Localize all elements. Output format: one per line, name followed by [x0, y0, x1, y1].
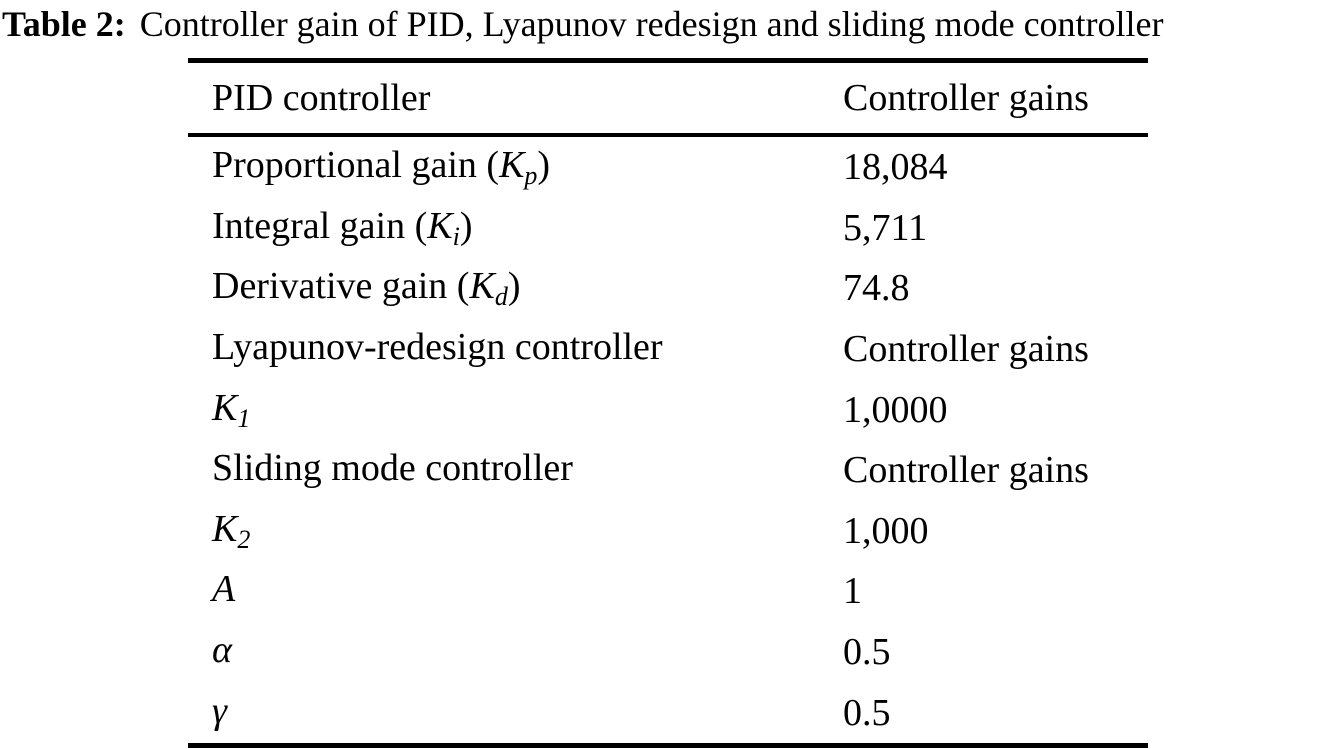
controller-gains-table: PID controller Controller gains Proporti…	[188, 58, 1148, 748]
row-label-suffix: )	[537, 144, 551, 187]
row-math-symbol: α	[212, 629, 232, 672]
row-value: Controller gains	[843, 328, 1089, 371]
table-row: Integral gain (Ki) 5,711	[188, 198, 1148, 259]
row-label: α	[188, 628, 843, 676]
table-caption: Table 2: Controller gain of PID, Lyapunov…	[2, 1, 1336, 47]
table-top-rule	[188, 58, 1148, 63]
row-label-text: Sliding mode controller	[212, 447, 573, 490]
row-label: Proportional gain (Kp)	[188, 143, 843, 191]
table-row: Lyapunov-redesign controller Controller …	[188, 319, 1148, 380]
table-row: K1 1,0000	[188, 379, 1148, 440]
row-label-text: Derivative gain (	[212, 265, 470, 308]
row-value: 0.5	[843, 631, 891, 674]
table-header-rule	[188, 133, 1148, 137]
row-math-symbol: K	[212, 507, 238, 550]
table-bottom-rule	[188, 743, 1148, 748]
row-math-symbol: A	[212, 568, 236, 611]
table-body: Proportional gain (Kp) 18,084 Integral g…	[188, 137, 1148, 743]
table-caption-text: Controller gain of PID, Lyapunov redesig…	[139, 4, 1164, 44]
row-math-subscript: p	[524, 161, 538, 191]
row-math-subscript: d	[494, 282, 508, 312]
row-label-text: Integral gain (	[212, 204, 428, 247]
row-label-text: Proportional gain (	[212, 144, 500, 187]
row-label: Derivative gain (Kd)	[188, 264, 843, 312]
row-value: 1,000	[843, 509, 929, 552]
row-math-subscript: 1	[237, 403, 251, 433]
row-label-text: Lyapunov-redesign controller	[212, 326, 663, 369]
row-label: γ	[188, 689, 843, 737]
row-value: 1	[843, 570, 862, 613]
row-math-subscript: i	[452, 221, 460, 251]
table-row: γ 0.5	[188, 682, 1148, 743]
table-row: Derivative gain (Kd) 74.8	[188, 258, 1148, 319]
table-row: α 0.5	[188, 622, 1148, 683]
table-caption-label: Table 2:	[2, 4, 126, 44]
row-value: 18,084	[843, 146, 948, 189]
row-label-suffix: )	[459, 204, 473, 247]
row-label: K2	[188, 507, 843, 555]
row-value: 5,711	[843, 206, 928, 249]
row-value: 1,0000	[843, 388, 948, 431]
row-label: K1	[188, 386, 843, 434]
row-math-symbol: K	[499, 144, 525, 187]
table-row: Sliding mode controller Controller gains	[188, 440, 1148, 501]
column-header-pid-controller: PID controller	[212, 77, 431, 119]
row-math-subscript: 2	[237, 524, 251, 554]
row-label: A	[188, 567, 843, 615]
row-value: 74.8	[843, 267, 910, 310]
row-label: Sliding mode controller	[188, 446, 843, 494]
row-math-symbol: K	[469, 265, 495, 308]
row-label: Lyapunov-redesign controller	[188, 325, 843, 373]
table-header-row: PID controller Controller gains	[188, 63, 1148, 133]
row-value: Controller gains	[843, 449, 1089, 492]
table-row: K2 1,000	[188, 501, 1148, 562]
row-label-suffix: )	[507, 265, 521, 308]
table-row: Proportional gain (Kp) 18,084	[188, 137, 1148, 198]
column-header-controller-gains: Controller gains	[843, 77, 1089, 119]
row-math-symbol: γ	[212, 689, 227, 732]
row-label: Integral gain (Ki)	[188, 204, 843, 252]
row-math-symbol: K	[212, 386, 238, 429]
row-value: 0.5	[843, 691, 891, 734]
row-math-symbol: K	[427, 204, 453, 247]
table-row: A 1	[188, 561, 1148, 622]
